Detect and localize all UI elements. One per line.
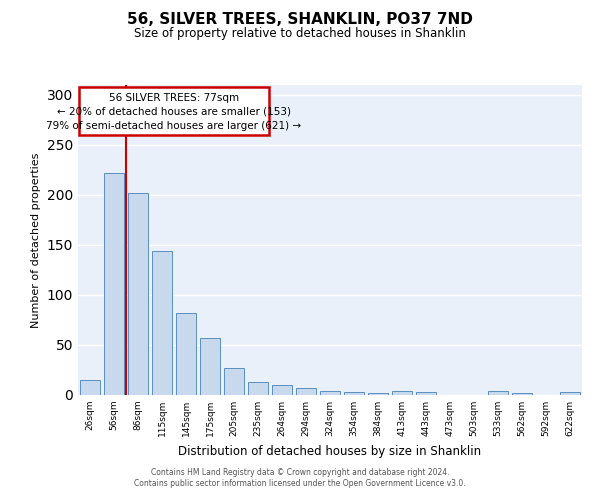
Bar [320,391,340,395]
Text: 56, SILVER TREES, SHANKLIN, PO37 7ND: 56, SILVER TREES, SHANKLIN, PO37 7ND [127,12,473,28]
Bar [344,392,364,395]
Text: ← 20% of detached houses are smaller (153): ← 20% of detached houses are smaller (15… [57,107,291,117]
Bar [200,338,220,395]
Bar [152,251,172,395]
Bar [416,392,436,395]
Bar [392,391,412,395]
Bar [488,391,508,395]
Bar [224,368,244,395]
Y-axis label: Number of detached properties: Number of detached properties [31,152,41,328]
Text: 56 SILVER TREES: 77sqm: 56 SILVER TREES: 77sqm [109,93,239,103]
Bar [176,313,196,395]
Text: Size of property relative to detached houses in Shanklin: Size of property relative to detached ho… [134,28,466,40]
Bar [104,173,124,395]
Bar [560,392,580,395]
Text: Contains HM Land Registry data © Crown copyright and database right 2024.
Contai: Contains HM Land Registry data © Crown c… [134,468,466,487]
Bar [272,385,292,395]
Bar [368,393,388,395]
FancyBboxPatch shape [79,87,269,135]
Text: 79% of semi-detached houses are larger (621) →: 79% of semi-detached houses are larger (… [46,121,302,131]
Bar [80,380,100,395]
Bar [512,393,532,395]
Bar [128,193,148,395]
Bar [296,388,316,395]
X-axis label: Distribution of detached houses by size in Shanklin: Distribution of detached houses by size … [178,444,482,458]
Bar [248,382,268,395]
